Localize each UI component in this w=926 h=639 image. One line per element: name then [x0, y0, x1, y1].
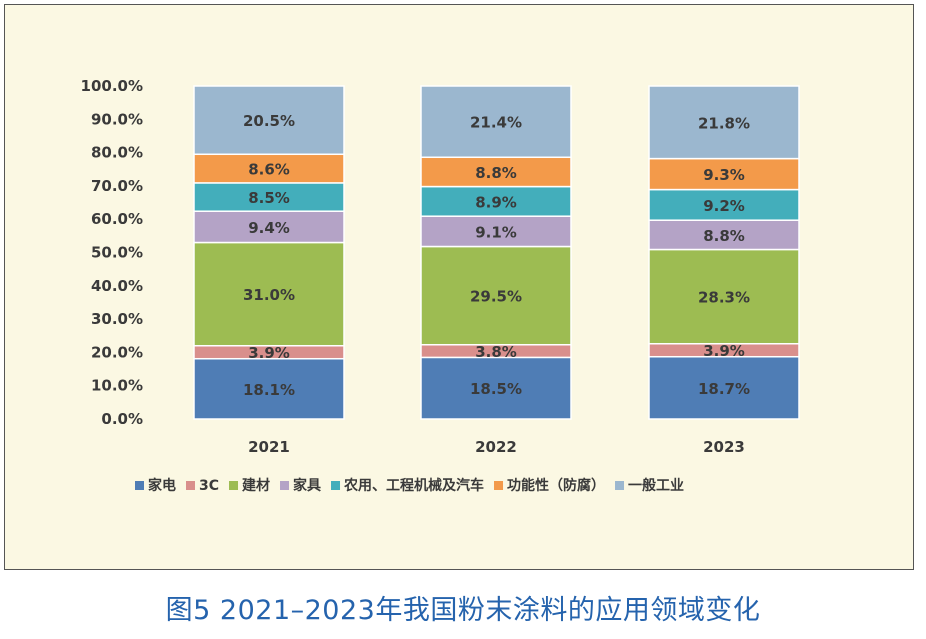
- bar-segment: [193, 357, 345, 420]
- legend-entry: 3C: [199, 478, 219, 494]
- y-tick-label: 30.0%: [91, 310, 143, 328]
- legend-swatch: [280, 481, 290, 490]
- x-category-label: 2023: [703, 438, 745, 456]
- data-label: 8.5%: [248, 189, 290, 207]
- bar-segment: [420, 245, 572, 346]
- bar-segment: [648, 188, 800, 221]
- legend-entry: 一般工业: [628, 477, 684, 494]
- data-label: 28.3%: [698, 289, 750, 307]
- legend-entry: 建材: [242, 477, 270, 494]
- data-label: 20.5%: [243, 112, 295, 130]
- legend-entry: 农用、工程机械及汽车: [343, 477, 484, 494]
- y-tick-label: 10.0%: [91, 377, 143, 395]
- data-label: 18.7%: [698, 380, 750, 398]
- data-label: 8.6%: [248, 161, 290, 179]
- x-category-label: 2021: [248, 438, 290, 456]
- bar-segment: [420, 85, 572, 159]
- bar-segment: [193, 85, 345, 156]
- legend-swatch: [494, 481, 504, 490]
- legend-entry: 家电: [148, 477, 176, 494]
- data-label: 21.8%: [698, 114, 750, 132]
- bar-segment: [648, 157, 800, 191]
- data-label: 21.4%: [470, 114, 522, 132]
- data-label: 8.9%: [475, 193, 517, 211]
- y-tick-label: 70.0%: [91, 177, 143, 195]
- bar-segment: [420, 185, 572, 217]
- legend-swatch: [135, 481, 144, 490]
- data-label: 29.5%: [470, 288, 522, 306]
- data-label: 9.2%: [703, 197, 745, 215]
- data-label: 9.4%: [248, 219, 290, 237]
- data-label: 31.0%: [243, 286, 295, 304]
- legend-entry: 功能性（防腐）: [507, 477, 605, 494]
- bar-segment: [648, 248, 800, 345]
- bar-segment: [193, 182, 345, 212]
- y-tick-label: 50.0%: [91, 244, 143, 262]
- bar-segment: [193, 210, 345, 244]
- y-tick-label: 20.0%: [91, 343, 143, 361]
- legend-swatch: [186, 481, 195, 490]
- bar-segment: [420, 356, 572, 420]
- y-tick-label: 80.0%: [91, 144, 143, 162]
- data-label: 3.8%: [475, 343, 517, 361]
- y-tick-label: 0.0%: [101, 410, 143, 428]
- bar-segment: [420, 156, 572, 188]
- data-label: 8.8%: [475, 164, 517, 182]
- bar-segment: [648, 85, 800, 160]
- chart-frame: 0.0% 10.0% 20.0% 30.0% 40.0% 50.0% 60.0% 70.0% 8…: [4, 4, 914, 570]
- y-tick-label: 60.0%: [91, 210, 143, 228]
- legend-swatch: [331, 481, 341, 490]
- bar-segment: [648, 219, 800, 251]
- data-label: 8.8%: [703, 227, 745, 245]
- stacked-bar-chart: 0.0% 10.0% 20.0% 30.0% 40.0% 50.0% 60.0% 70.0% 8…: [81, 77, 800, 494]
- data-label: 3.9%: [703, 342, 745, 360]
- x-category-label: 2022: [475, 438, 517, 456]
- bar-segment: [648, 355, 800, 420]
- y-tick-label: 40.0%: [91, 277, 143, 295]
- data-label: 18.1%: [243, 381, 295, 399]
- legend-entry: 家具: [293, 477, 321, 494]
- y-tick-label: 100.0%: [81, 77, 143, 95]
- data-label: 18.5%: [470, 380, 522, 398]
- data-label: 9.3%: [703, 166, 745, 184]
- y-tick-label: 90.0%: [91, 110, 143, 128]
- legend-swatch: [615, 481, 625, 490]
- data-label: 9.1%: [475, 223, 517, 241]
- figure-caption: 图5 2021–2023年我国粉末涂料的应用领域变化: [165, 595, 761, 626]
- data-label: 3.9%: [248, 344, 290, 362]
- legend-swatch: [229, 481, 239, 490]
